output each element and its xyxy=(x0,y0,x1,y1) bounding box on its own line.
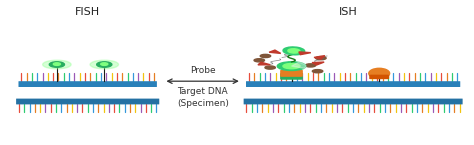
Ellipse shape xyxy=(369,68,390,78)
FancyBboxPatch shape xyxy=(18,81,157,87)
Text: ISH: ISH xyxy=(339,7,358,17)
Ellipse shape xyxy=(100,63,108,65)
Circle shape xyxy=(254,59,264,62)
Polygon shape xyxy=(299,52,311,55)
Circle shape xyxy=(265,66,275,69)
Circle shape xyxy=(43,60,71,69)
Ellipse shape xyxy=(288,49,300,53)
Circle shape xyxy=(305,64,316,67)
Circle shape xyxy=(277,62,306,70)
FancyBboxPatch shape xyxy=(369,75,389,79)
Polygon shape xyxy=(258,62,270,65)
Ellipse shape xyxy=(53,63,61,65)
FancyBboxPatch shape xyxy=(16,99,159,104)
Polygon shape xyxy=(269,50,281,53)
Circle shape xyxy=(260,54,271,58)
Text: Probe: Probe xyxy=(190,66,216,75)
Text: (Specimen): (Specimen) xyxy=(177,99,229,108)
Circle shape xyxy=(312,70,323,73)
Ellipse shape xyxy=(49,62,64,67)
Circle shape xyxy=(316,57,326,60)
Ellipse shape xyxy=(97,62,112,67)
FancyBboxPatch shape xyxy=(244,99,463,104)
FancyBboxPatch shape xyxy=(246,81,460,87)
Ellipse shape xyxy=(283,47,305,55)
Circle shape xyxy=(90,60,118,69)
Polygon shape xyxy=(312,62,324,65)
Text: Target DNA: Target DNA xyxy=(178,87,228,96)
Text: FISH: FISH xyxy=(75,7,100,17)
Wedge shape xyxy=(292,62,306,68)
Polygon shape xyxy=(314,56,325,59)
FancyBboxPatch shape xyxy=(280,73,303,80)
FancyBboxPatch shape xyxy=(280,70,303,77)
Circle shape xyxy=(283,64,300,69)
